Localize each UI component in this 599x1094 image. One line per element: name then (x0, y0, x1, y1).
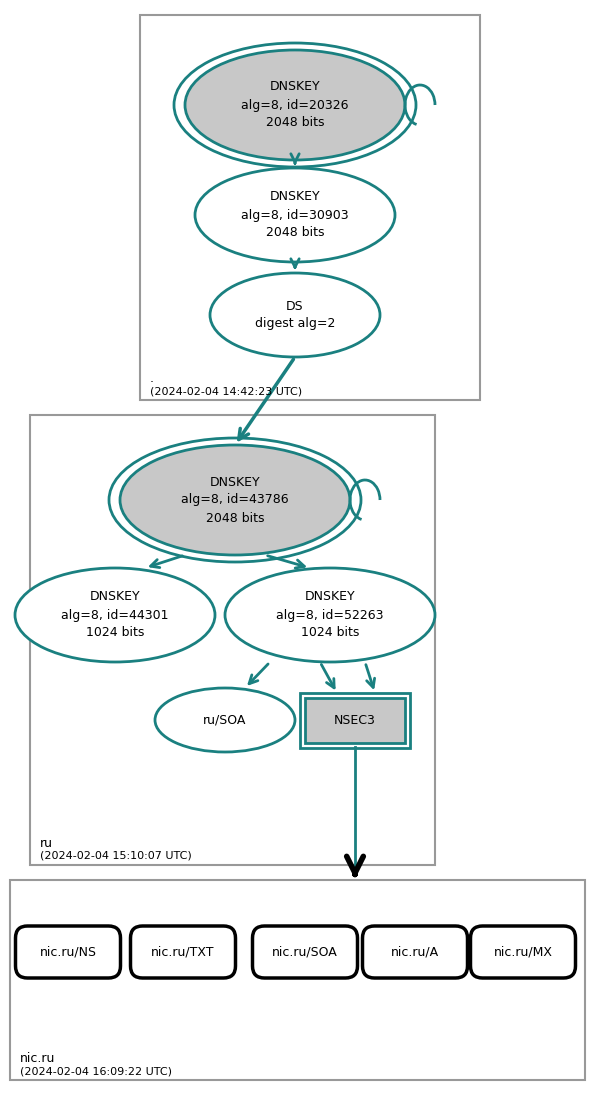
Text: ru/SOA: ru/SOA (203, 713, 247, 726)
Text: nic.ru/A: nic.ru/A (391, 945, 439, 958)
Text: DNSKEY
alg=8, id=52263
1024 bits: DNSKEY alg=8, id=52263 1024 bits (276, 591, 384, 640)
FancyBboxPatch shape (30, 415, 435, 865)
Ellipse shape (120, 445, 350, 555)
Text: (2024-02-04 15:10:07 UTC): (2024-02-04 15:10:07 UTC) (40, 851, 192, 861)
FancyBboxPatch shape (10, 880, 585, 1080)
Ellipse shape (155, 688, 295, 752)
Text: .: . (150, 372, 154, 385)
Text: DNSKEY
alg=8, id=43786
2048 bits: DNSKEY alg=8, id=43786 2048 bits (181, 476, 289, 524)
FancyBboxPatch shape (362, 926, 467, 978)
Ellipse shape (15, 568, 215, 662)
Text: DS
digest alg=2: DS digest alg=2 (255, 300, 335, 330)
Text: DNSKEY
alg=8, id=30903
2048 bits: DNSKEY alg=8, id=30903 2048 bits (241, 190, 349, 240)
Text: nic.ru/TXT: nic.ru/TXT (152, 945, 215, 958)
Ellipse shape (225, 568, 435, 662)
Ellipse shape (185, 50, 405, 160)
FancyBboxPatch shape (131, 926, 235, 978)
Text: nic.ru/NS: nic.ru/NS (40, 945, 96, 958)
Text: nic.ru: nic.ru (20, 1052, 55, 1064)
Text: nic.ru/SOA: nic.ru/SOA (272, 945, 338, 958)
FancyBboxPatch shape (305, 698, 405, 743)
Text: DNSKEY
alg=8, id=44301
1024 bits: DNSKEY alg=8, id=44301 1024 bits (61, 591, 169, 640)
FancyBboxPatch shape (16, 926, 120, 978)
Text: ru: ru (40, 837, 53, 850)
FancyBboxPatch shape (140, 15, 480, 400)
Text: (2024-02-04 16:09:22 UTC): (2024-02-04 16:09:22 UTC) (20, 1066, 172, 1076)
Ellipse shape (195, 168, 395, 261)
Text: nic.ru/MX: nic.ru/MX (494, 945, 552, 958)
FancyBboxPatch shape (470, 926, 576, 978)
Ellipse shape (210, 274, 380, 357)
Text: NSEC3: NSEC3 (334, 713, 376, 726)
FancyBboxPatch shape (300, 693, 410, 747)
Text: (2024-02-04 14:42:23 UTC): (2024-02-04 14:42:23 UTC) (150, 386, 302, 396)
FancyBboxPatch shape (253, 926, 358, 978)
Text: DNSKEY
alg=8, id=20326
2048 bits: DNSKEY alg=8, id=20326 2048 bits (241, 81, 349, 129)
